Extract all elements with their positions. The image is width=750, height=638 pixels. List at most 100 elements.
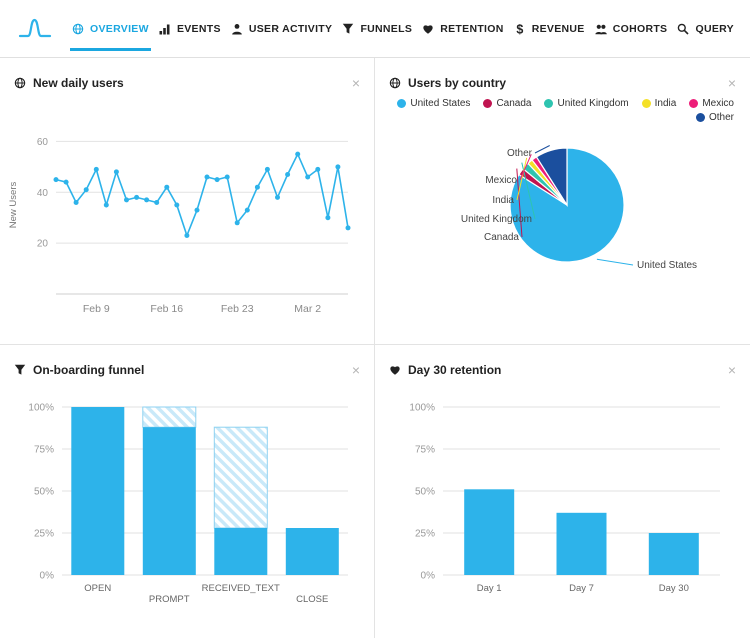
app-logo[interactable] <box>18 15 52 43</box>
data-point <box>305 174 311 180</box>
bar-chart-icon <box>159 23 171 35</box>
close-button[interactable]: × <box>727 75 736 91</box>
category-label: PROMPT <box>149 594 190 605</box>
heart-icon <box>389 364 401 376</box>
panel-day30-retention: Day 30 retention × 0% 25% 50% 75% 100% Day 1 D… <box>375 345 750 638</box>
top-nav: OVERVIEW EVENTS USER ACTIVITY FUNNELS RETENT… <box>0 0 750 58</box>
data-point <box>194 207 200 213</box>
legend-label: India <box>654 98 677 109</box>
tab-label: USER ACTIVITY <box>248 22 333 35</box>
bar-close[interactable] <box>285 528 339 575</box>
bar-hatch-prompt[interactable] <box>142 406 197 428</box>
svg-text:New Users: New Users <box>8 182 19 229</box>
data-point <box>214 177 220 183</box>
tab-label: OVERVIEW <box>90 22 149 35</box>
legend-swatch <box>483 99 493 108</box>
panel-onboarding-funnel: On-boarding funnel × 0% 25% 50% 75% 100% OPEN… <box>0 345 375 638</box>
tab-events[interactable]: EVENTS <box>159 0 221 57</box>
funnel-icon <box>342 23 354 35</box>
tab-funnels[interactable]: FUNNELS <box>342 0 412 57</box>
legend-label: United States <box>410 98 471 109</box>
tab-query[interactable]: QUERY <box>677 0 734 57</box>
svg-text:0%: 0% <box>421 571 436 582</box>
tab-label: REVENUE <box>531 22 585 35</box>
data-point <box>254 184 260 190</box>
data-point <box>234 220 240 226</box>
new-daily-users-chart-area: 20 40 60 Feb 9 Feb 16 Feb 23 Mar 2 New Users <box>0 94 374 344</box>
tab-label: COHORTS <box>612 22 668 35</box>
legend-label: United Kingdom <box>557 98 629 109</box>
tab-overview[interactable]: OVERVIEW <box>70 0 151 57</box>
category-label: RECEIVED_TEXT <box>202 583 280 594</box>
data-point <box>144 197 150 203</box>
svg-text:Feb 9: Feb 9 <box>83 303 110 315</box>
bar-day-1[interactable] <box>464 489 515 575</box>
data-point <box>83 187 89 193</box>
panel-header: On-boarding funnel × <box>0 345 374 381</box>
data-point <box>244 207 250 213</box>
data-point <box>325 215 331 221</box>
nav-tabs: OVERVIEW EVENTS USER ACTIVITY FUNNELS RETENT… <box>70 0 734 57</box>
svg-text:60: 60 <box>37 137 49 148</box>
category-label: CLOSE <box>296 594 328 605</box>
panel-title: On-boarding funnel <box>33 363 145 377</box>
data-point <box>224 174 230 180</box>
data-point <box>264 166 270 172</box>
close-button[interactable]: × <box>727 362 736 378</box>
legend-item-mexico[interactable]: Mexico <box>689 98 734 109</box>
close-button[interactable]: × <box>351 362 360 378</box>
new-daily-users-chart: 20 40 60 Feb 9 Feb 16 Feb 23 Mar 2 New Users <box>8 137 351 315</box>
data-point <box>103 202 109 208</box>
data-point <box>154 200 160 205</box>
data-point <box>164 184 170 190</box>
svg-text:50%: 50% <box>34 487 54 498</box>
category-label: Day 30 <box>659 583 689 594</box>
data-point <box>335 164 341 170</box>
category-label: Day 1 <box>477 583 502 594</box>
pie-slice-other[interactable] <box>535 147 568 208</box>
legend-swatch <box>695 113 705 122</box>
svg-text:20: 20 <box>37 239 49 250</box>
category-label: Day 7 <box>569 583 594 594</box>
legend-item-united-states[interactable]: United States <box>397 98 470 109</box>
heart-icon <box>422 23 434 35</box>
svg-text:75%: 75% <box>415 445 435 456</box>
tab-cohorts[interactable]: COHORTS <box>595 0 668 57</box>
bar-day-30[interactable] <box>648 533 699 575</box>
legend-item-canada[interactable]: Canada <box>483 98 531 109</box>
panel-title: Day 30 retention <box>408 363 502 377</box>
data-point <box>93 166 99 172</box>
bar-open[interactable] <box>71 407 125 575</box>
pie-legend: United States Canada United Kingdom India Me… <box>375 94 750 128</box>
legend-item-united-kingdom[interactable]: United Kingdom <box>544 98 629 109</box>
legend-swatch <box>641 99 651 108</box>
legend-swatch <box>544 99 554 108</box>
funnel-icon <box>14 364 26 376</box>
data-point <box>53 177 59 183</box>
close-button[interactable]: × <box>351 75 360 91</box>
pie-label-united-kingdom: United Kingdom <box>461 214 532 225</box>
panel-title: Users by country <box>408 76 507 90</box>
tab-user-activity[interactable]: USER ACTIVITY <box>231 0 332 57</box>
bar-day-7[interactable] <box>556 512 607 575</box>
dollar-icon: $ <box>514 23 526 35</box>
data-point <box>315 166 321 172</box>
tab-revenue[interactable]: $ REVENUE <box>514 0 585 57</box>
legend-label: Mexico <box>702 98 734 109</box>
legend-item-india[interactable]: India <box>641 98 677 109</box>
bar-prompt[interactable] <box>142 427 196 575</box>
bar-hatch-received-text[interactable] <box>213 426 268 529</box>
tab-retention[interactable]: RETENTION <box>422 0 503 57</box>
category-label: OPEN <box>84 583 111 594</box>
svg-text:0%: 0% <box>40 571 55 582</box>
data-point <box>134 194 140 200</box>
data-point <box>345 225 351 231</box>
bar-received-text[interactable] <box>214 528 268 575</box>
legend-item-other[interactable]: Other <box>695 112 734 123</box>
globe-icon <box>389 77 401 89</box>
line-series <box>53 151 351 238</box>
svg-text:Feb 23: Feb 23 <box>221 303 254 315</box>
panel-new-daily-users: New daily users × 20 40 60 Feb 9 Feb 16 Feb 2… <box>0 58 375 345</box>
data-point <box>124 197 129 203</box>
